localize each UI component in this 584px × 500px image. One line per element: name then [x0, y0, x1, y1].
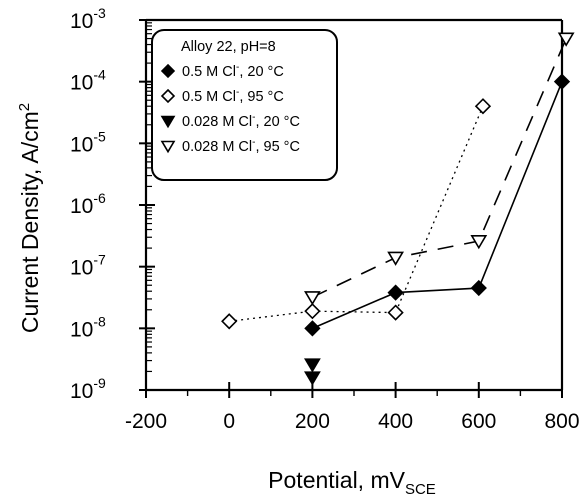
y-tick-label: 10-6 — [70, 190, 106, 218]
y-tick-label: 10-5 — [70, 128, 106, 156]
legend: Alloy 22, pH=8 0.5 M Cl-, 20 °C 0.5 M Cl-… — [151, 29, 338, 181]
series-4-marker — [557, 32, 575, 47]
y-tick-label: 10-9 — [70, 375, 106, 403]
data-markers — [221, 32, 575, 386]
y-tick-label: 10-4 — [70, 67, 106, 95]
series-1-marker — [553, 73, 571, 90]
legend-marker-2 — [160, 88, 176, 104]
series-lines — [229, 38, 567, 330]
y-tick-label: 10-7 — [70, 252, 106, 280]
series-3-marker — [304, 371, 321, 386]
x-tick-label: -200 — [125, 410, 167, 433]
series-2-marker — [221, 313, 238, 330]
y-axis-title: Current Density, A/cm2 — [16, 103, 43, 333]
series-2-marker — [304, 303, 321, 320]
legend-label-2: 0.5 M Cl-, 95 °C — [182, 87, 284, 105]
legend-box — [151, 29, 338, 181]
series-2-marker — [474, 98, 492, 115]
legend-title: Alloy 22, pH=8 — [181, 39, 276, 55]
y-tick-label: 10-8 — [70, 313, 106, 341]
legend-label-1: 0.5 M Cl-, 20 °C — [182, 62, 284, 80]
y-tick-label: 10-3 — [70, 5, 106, 33]
x-tick-label: 200 — [295, 410, 330, 433]
legend-marker-4 — [160, 140, 176, 154]
series-1-line — [312, 81, 563, 330]
series-1-marker — [387, 284, 404, 301]
x-tick-label: 600 — [461, 410, 496, 433]
series-3-marker — [304, 358, 321, 373]
series-4-marker — [387, 251, 404, 266]
series-4-marker — [304, 291, 321, 306]
series-4-marker — [470, 235, 488, 250]
x-tick-label: 400 — [378, 410, 413, 433]
series-1-marker — [470, 279, 487, 297]
x-tick-label: 0 — [223, 410, 235, 433]
legend-label-4: 0.028 M Cl-, 95 °C — [182, 137, 300, 155]
series-2-marker — [387, 304, 404, 321]
legend-label-3: 0.028 M Cl-, 20 °C — [182, 112, 300, 130]
x-tick-label: 800 — [544, 410, 579, 433]
tick-labels: 10-9 10-8 10-7 10-6 10-5 10-4 10-3 -200 0 200 400 6… — [70, 5, 580, 433]
legend-marker-1 — [160, 63, 176, 79]
series-1-marker — [304, 320, 321, 337]
x-axis-title: Potential, mVSCE — [268, 467, 436, 498]
legend-marker-3 — [160, 115, 176, 129]
